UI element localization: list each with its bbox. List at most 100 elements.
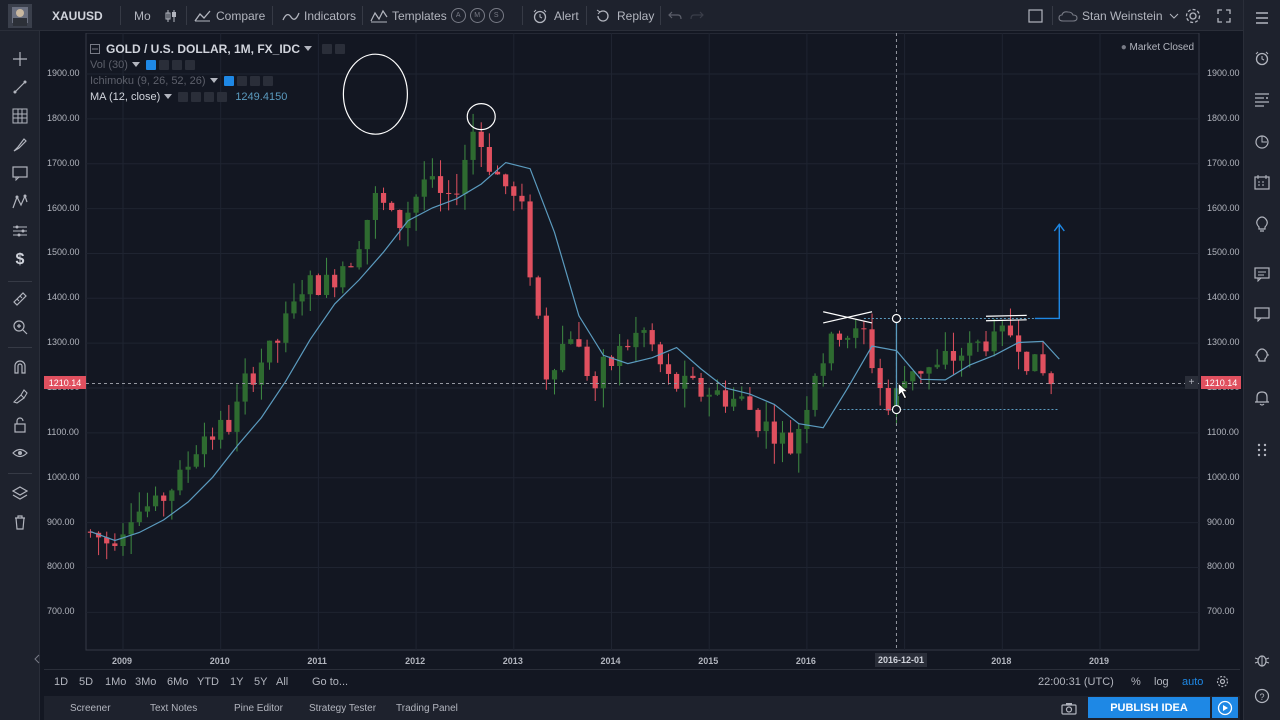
collapse-legend-icon[interactable] [90, 44, 100, 54]
range-5d-button[interactable]: 5D [79, 675, 94, 688]
price-chart[interactable] [44, 33, 1240, 669]
range-1mo-button[interactable]: 1Mo [105, 675, 127, 688]
forecast-icon[interactable] [10, 221, 30, 241]
range-3mo-button[interactable]: 3Mo [135, 675, 157, 688]
close-icon[interactable] [217, 92, 228, 102]
camera-snapshot-icon[interactable] [1061, 696, 1077, 720]
chevron-down-icon[interactable] [131, 62, 140, 68]
trend-line-icon[interactable] [10, 77, 30, 97]
close-icon[interactable] [262, 76, 273, 86]
dollar-icon[interactable]: $ [15, 251, 25, 268]
eye-icon[interactable] [223, 76, 234, 86]
layout-menu[interactable]: Stan Weinstein [1058, 0, 1179, 31]
series-title[interactable]: GOLD / U.S. DOLLAR, 1M, FX_IDC [106, 42, 301, 56]
text-note-icon[interactable] [10, 163, 30, 183]
percent-scale-toggle[interactable]: % [1131, 675, 1141, 688]
lock-icon[interactable] [10, 415, 30, 435]
indicators-button[interactable]: Indicators [282, 0, 356, 31]
range-5y-button[interactable]: 5Y [254, 675, 268, 688]
settings-icon[interactable] [191, 92, 202, 102]
collapse-left-icon[interactable] [34, 649, 40, 669]
source-icon[interactable] [204, 92, 215, 102]
source-icon[interactable] [171, 60, 182, 70]
auto-scale-toggle[interactable]: auto [1182, 675, 1204, 688]
chart-settings-gear-icon[interactable] [1216, 670, 1229, 693]
fullscreen-box-icon[interactable] [1028, 0, 1043, 31]
layers-icon[interactable] [10, 483, 30, 503]
ma-label[interactable]: MA (12, close) [90, 91, 161, 103]
vol-label[interactable]: Vol (30) [90, 59, 128, 71]
template-a-badge[interactable]: A [450, 8, 466, 23]
goto-date-button[interactable]: Go to... [312, 675, 349, 688]
symbol-search[interactable]: XAUUSD [52, 8, 103, 23]
hotlist-icon[interactable] [1252, 132, 1272, 152]
source-icon[interactable] [249, 76, 260, 86]
alert-button[interactable]: Alert [532, 0, 579, 31]
pattern-icon[interactable] [10, 192, 30, 212]
eye-icon[interactable] [10, 443, 30, 463]
data-window-icon[interactable] [1252, 90, 1272, 110]
tab-pine-editor[interactable]: Pine Editor [234, 702, 283, 714]
chat-icon[interactable] [1252, 264, 1272, 284]
ichimoku-label[interactable]: Ichimoku (9, 26, 52, 26) [90, 75, 206, 87]
brush-icon[interactable] [10, 135, 30, 155]
template-s-badge[interactable]: S [488, 8, 504, 23]
tab-text-notes[interactable]: Text Notes [150, 702, 198, 714]
settings-icon[interactable] [236, 76, 247, 86]
chevron-down-icon[interactable] [304, 46, 313, 52]
crosshair-icon[interactable] [10, 49, 30, 69]
settings-toggle[interactable] [335, 44, 346, 54]
price-tick-label: 1400.00 [47, 292, 80, 303]
tab-screener[interactable]: Screener [70, 702, 111, 714]
range-1d-button[interactable]: 1D [54, 675, 69, 688]
messages-icon[interactable] [1252, 304, 1272, 324]
publish-idea-button[interactable]: PUBLISH IDEA [1088, 697, 1210, 718]
alarm-clock-icon[interactable] [1252, 48, 1272, 68]
ideas-lightbulb-icon[interactable] [1252, 214, 1272, 234]
candles-icon[interactable] [164, 0, 178, 31]
bug-report-icon[interactable] [1252, 650, 1272, 670]
more-dots-icon[interactable] [1252, 440, 1272, 460]
redo-icon[interactable] [690, 0, 704, 31]
template-m-badge[interactable]: M [469, 8, 485, 23]
range-1y-button[interactable]: 1Y [230, 675, 244, 688]
interval-button[interactable]: Mo [134, 8, 151, 23]
chart-pane[interactable]: GOLD / U.S. DOLLAR, 1M, FX_IDC Vol (30) … [44, 33, 1241, 669]
close-icon[interactable] [184, 60, 195, 70]
ruler-icon[interactable] [10, 289, 30, 309]
log-scale-toggle[interactable]: log [1154, 675, 1169, 688]
magnet-icon[interactable] [10, 357, 30, 377]
avatar[interactable] [8, 0, 32, 31]
calendar-icon[interactable] [1252, 172, 1272, 192]
expand-icon[interactable] [1216, 0, 1232, 31]
range-ytd-button[interactable]: YTD [197, 675, 219, 688]
settings-gear-icon[interactable] [1184, 0, 1202, 31]
chevron-down-icon[interactable] [164, 94, 173, 100]
settings-icon[interactable] [158, 60, 169, 70]
signals-icon[interactable] [1252, 346, 1272, 366]
price-tick-label: 1800.00 [47, 112, 80, 123]
undo-icon[interactable] [668, 0, 682, 31]
candle-body [543, 315, 549, 380]
templates-button[interactable]: Templates A M S [370, 0, 504, 31]
watchlist-icon[interactable] [1252, 8, 1272, 28]
notifications-bell-icon[interactable] [1252, 388, 1272, 408]
eye-toggle[interactable] [322, 44, 333, 54]
chevron-down-icon[interactable] [209, 78, 218, 84]
eye-icon[interactable] [178, 92, 189, 102]
add-alert-plus-icon[interactable]: + [1185, 376, 1198, 389]
fib-grid-icon[interactable] [10, 106, 30, 126]
replay-button[interactable]: Replay [595, 0, 654, 31]
stay-drawing-icon[interactable] [10, 386, 30, 406]
range-all-button[interactable]: All [276, 675, 289, 688]
play-circle-icon[interactable] [1212, 697, 1238, 718]
range-6mo-button[interactable]: 6Mo [167, 675, 189, 688]
zoom-icon[interactable] [10, 317, 30, 337]
tab-strategy-tester[interactable]: Strategy Tester [309, 702, 377, 714]
tab-trading-panel[interactable]: Trading Panel [396, 702, 458, 714]
utc-clock[interactable]: 22:00:31 (UTC) [1038, 675, 1114, 688]
help-icon[interactable]: ? [1252, 686, 1272, 706]
trash-icon[interactable] [10, 512, 30, 532]
compare-button[interactable]: Compare [194, 0, 265, 31]
eye-icon[interactable] [145, 60, 156, 70]
